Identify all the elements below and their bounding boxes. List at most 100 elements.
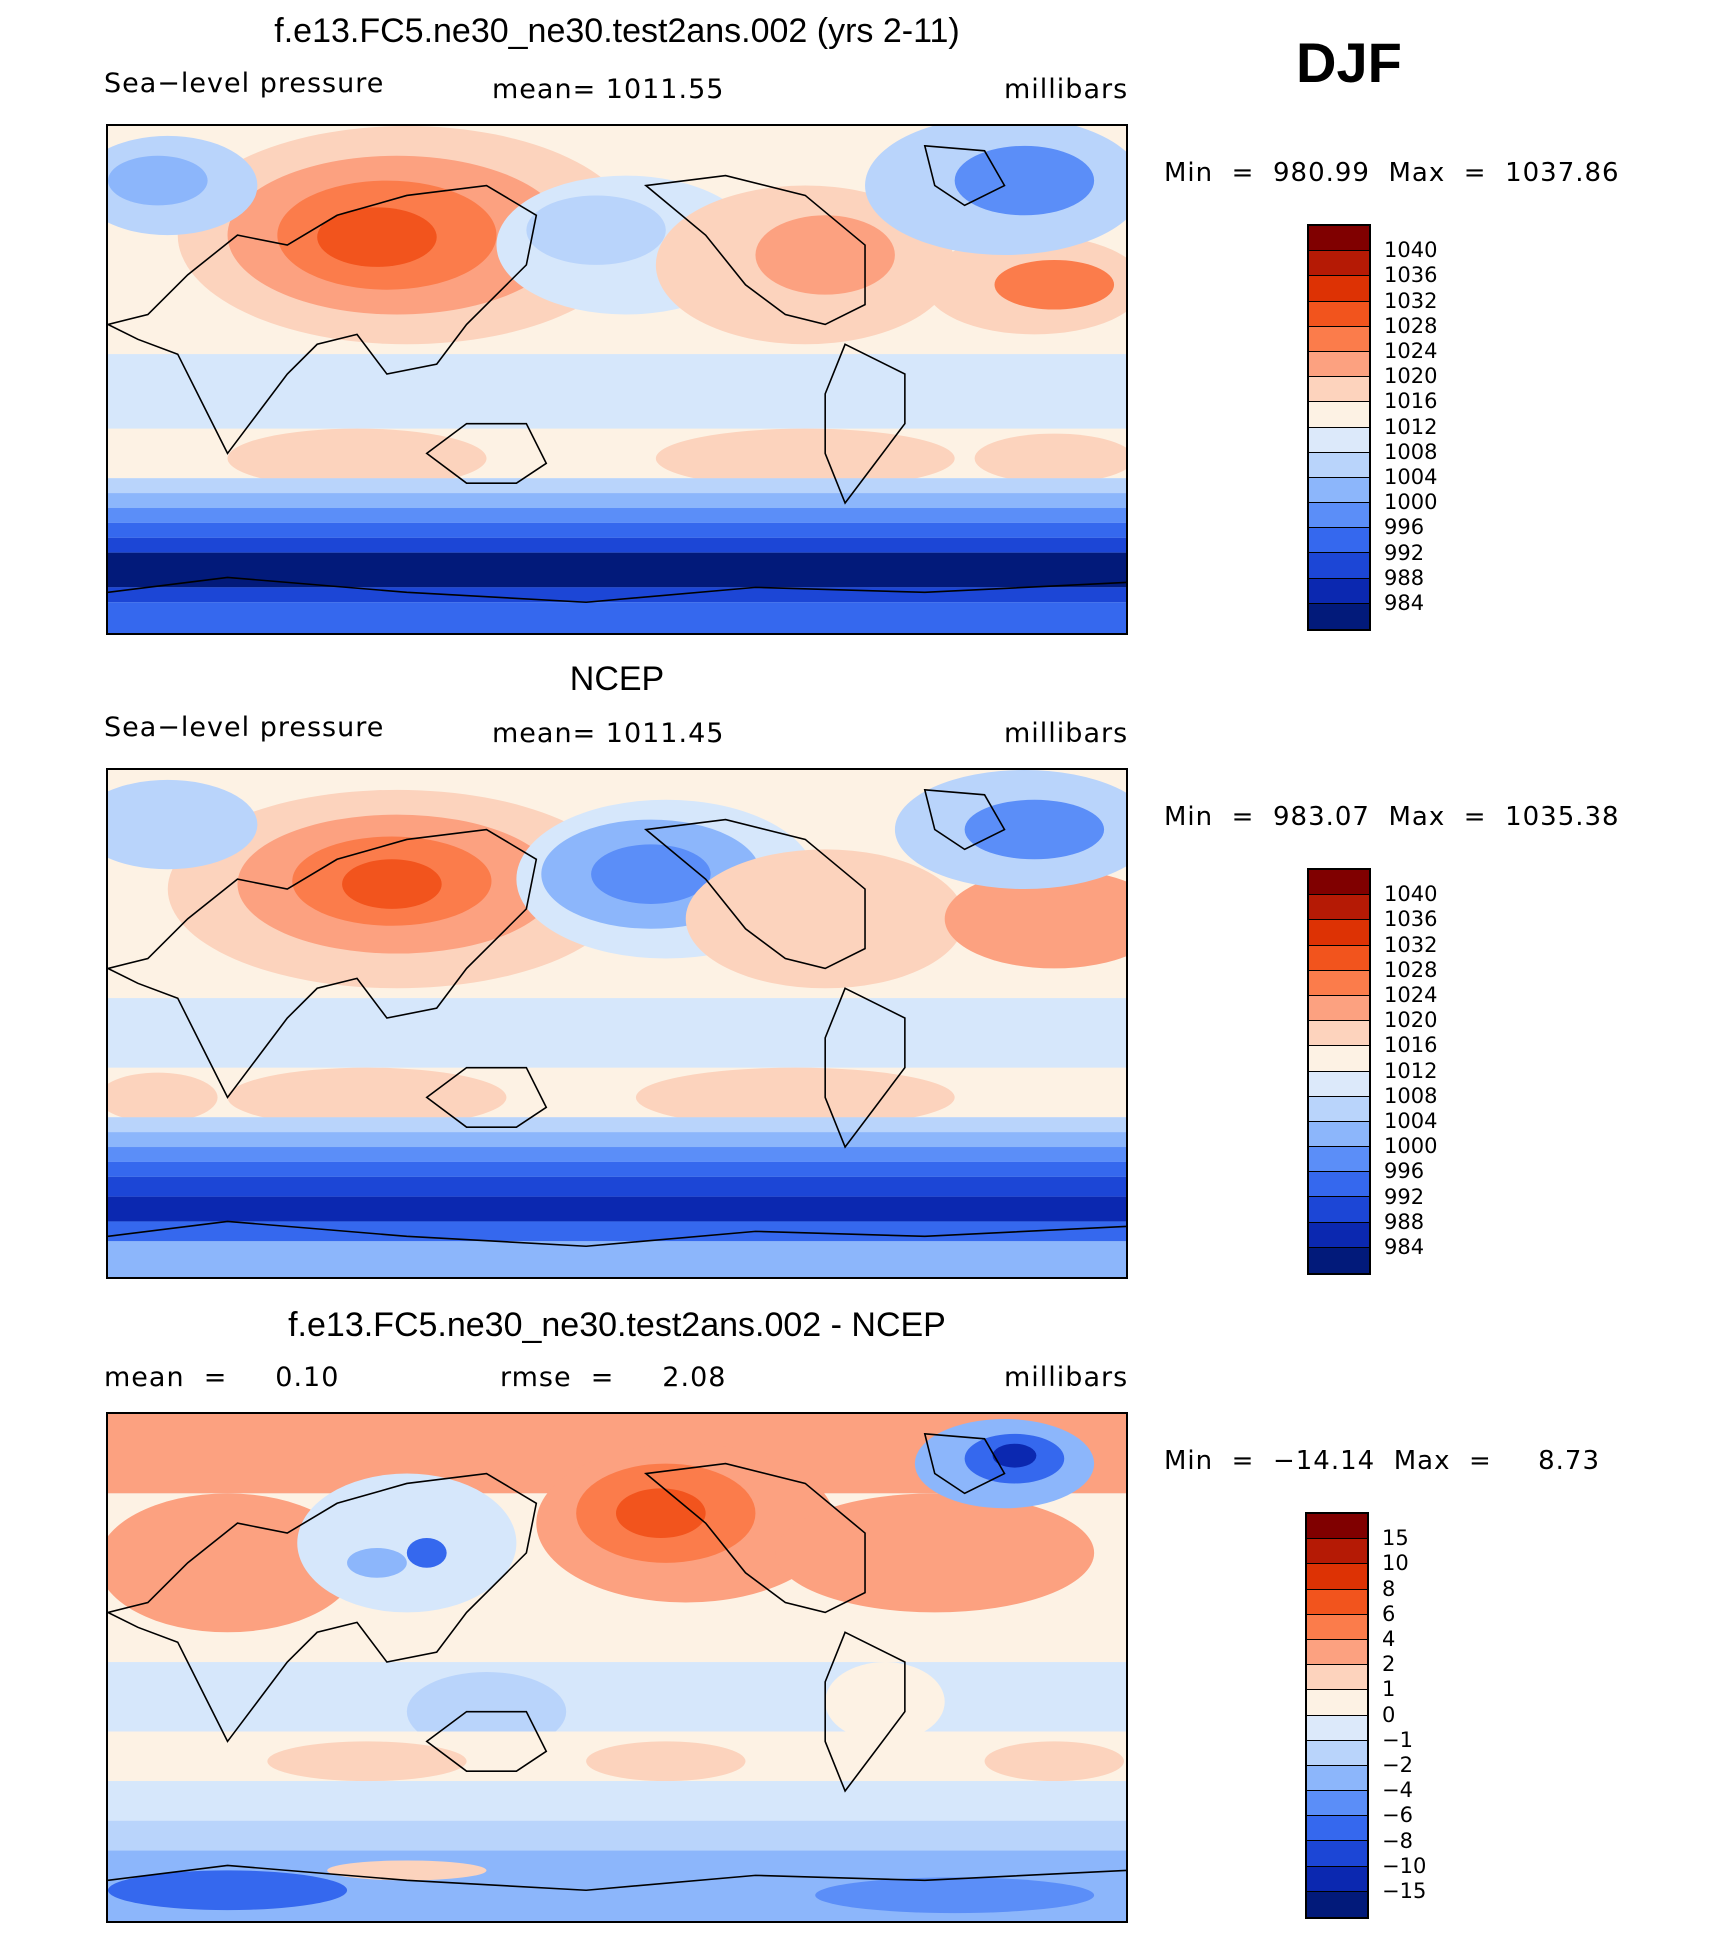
colorbar-swatch [1309, 870, 1369, 896]
colorbar-tick-label: 1012 [1384, 414, 1438, 439]
colorbar-swatch [1309, 920, 1369, 946]
colorbar-swatch [1309, 995, 1369, 1022]
panel-3-minmax: Min = −14.14 Max = 8.73 [1164, 1446, 1601, 1476]
colorbar-tick-label: 1028 [1384, 313, 1438, 338]
colorbar-tick-label: 1024 [1384, 983, 1438, 1007]
panel-3-colorbar [1305, 1512, 1369, 1919]
colorbar-tick-label: 988 [1384, 1209, 1425, 1234]
panel-1-units-label: millibars [1004, 74, 1129, 105]
colorbar-tick-label: 996 [1384, 515, 1425, 540]
colorbar-tick-label: −6 [1382, 1803, 1413, 1828]
colorbar-swatch [1309, 326, 1369, 352]
colorbar-tick-label: 1024 [1384, 339, 1438, 363]
colorbar-swatch [1307, 1891, 1367, 1917]
season-label: DJF [1296, 31, 1402, 94]
colorbar-swatch [1307, 1816, 1367, 1842]
colorbar-swatch [1309, 1046, 1369, 1072]
colorbar-tick-label: 1036 [1384, 263, 1438, 288]
colorbar-tick-label: 1008 [1384, 1083, 1438, 1108]
colorbar-swatch [1309, 578, 1369, 604]
colorbar-tick-label: 4 [1382, 1627, 1396, 1651]
panel-2-map-field [108, 770, 1126, 1277]
colorbar-swatch [1309, 553, 1369, 579]
colorbar-swatch [1309, 895, 1369, 921]
colorbar-swatch [1309, 1222, 1369, 1248]
colorbar-tick-label: 1016 [1384, 1033, 1438, 1058]
panel-1-title: f.e13.FC5.ne30_ne30.test2ans.002 (yrs 2-… [274, 12, 960, 50]
panel-2-title: NCEP [569, 660, 665, 698]
colorbar-swatch [1309, 503, 1369, 529]
panel-1-colorbar [1307, 224, 1371, 631]
colorbar-tick-label: 0 [1382, 1702, 1396, 1727]
colorbar-tick-label: −1 [1382, 1727, 1413, 1752]
colorbar-swatch [1309, 477, 1369, 504]
colorbar-swatch [1309, 970, 1369, 996]
colorbar-tick-label: 1040 [1384, 238, 1438, 263]
panel-2-variable-label: Sea−level pressure [104, 712, 385, 743]
colorbar-tick-label: −2 [1382, 1753, 1413, 1777]
colorbar-tick-label: 1000 [1384, 1134, 1438, 1159]
colorbar-tick-label: −4 [1382, 1778, 1413, 1803]
colorbar-swatch [1307, 1639, 1367, 1666]
colorbar-tick-label: 1020 [1384, 364, 1438, 389]
colorbar-tick-label: 1016 [1384, 389, 1438, 414]
colorbar-swatch [1309, 226, 1369, 252]
colorbar-swatch [1307, 1690, 1367, 1716]
colorbar-swatch [1309, 1096, 1369, 1122]
colorbar-tick-label: 984 [1384, 591, 1425, 615]
colorbar-swatch [1309, 1121, 1369, 1148]
colorbar-tick-label: 1 [1382, 1677, 1396, 1702]
panel-1-map [106, 124, 1128, 635]
colorbar-swatch [1309, 1147, 1369, 1173]
panel-1-mean-label: mean= 1011.55 [492, 74, 725, 105]
colorbar-swatch [1309, 351, 1369, 378]
colorbar-swatch [1307, 1765, 1367, 1792]
colorbar-tick-label: −8 [1382, 1828, 1413, 1853]
panel-1-minmax: Min = 980.99 Max = 1037.86 [1164, 158, 1620, 188]
panel-3-mean-label: mean = 0.10 [104, 1362, 340, 1393]
colorbar-tick-label: 10 [1382, 1551, 1409, 1576]
panel-2-colorbar [1307, 868, 1371, 1275]
colorbar-swatch [1309, 402, 1369, 428]
colorbar-tick-label: 1032 [1384, 288, 1438, 313]
colorbar-tick-label: 1040 [1384, 882, 1438, 907]
colorbar-tick-label: 1000 [1384, 490, 1438, 515]
colorbar-tick-label: 988 [1384, 565, 1425, 590]
panel-1-map-field [108, 126, 1126, 633]
colorbar-tick-label: 2 [1382, 1652, 1396, 1677]
colorbar-swatch [1307, 1614, 1367, 1640]
colorbar-tick-label: 1028 [1384, 957, 1438, 982]
colorbar-tick-label: 6 [1382, 1601, 1396, 1626]
colorbar-swatch [1309, 301, 1369, 327]
colorbar-tick-label: 1004 [1384, 1109, 1438, 1133]
colorbar-tick-label: −10 [1382, 1853, 1427, 1878]
colorbar-tick-label: 1008 [1384, 439, 1438, 464]
colorbar-tick-label: 996 [1384, 1159, 1425, 1184]
colorbar-swatch [1307, 1665, 1367, 1691]
colorbar-swatch [1309, 377, 1369, 403]
colorbar-tick-label: −15 [1382, 1879, 1427, 1903]
panel-3-title: f.e13.FC5.ne30_ne30.test2ans.002 - NCEP [288, 1306, 946, 1344]
colorbar-swatch [1307, 1564, 1367, 1590]
colorbar-swatch [1309, 1172, 1369, 1198]
colorbar-swatch [1307, 1866, 1367, 1892]
colorbar-swatch [1309, 1197, 1369, 1223]
panel-2-minmax: Min = 983.07 Max = 1035.38 [1164, 802, 1620, 832]
colorbar-swatch [1307, 1589, 1367, 1615]
colorbar-tick-label: 8 [1382, 1576, 1396, 1601]
panel-2-units-label: millibars [1004, 718, 1129, 749]
colorbar-swatch [1309, 1071, 1369, 1097]
panel-1-variable-label: Sea−level pressure [104, 68, 385, 99]
colorbar-swatch [1307, 1841, 1367, 1867]
colorbar-swatch [1309, 276, 1369, 302]
panel-2-mean-label: mean= 1011.45 [492, 718, 725, 749]
panel-3-rmse-label: rmse = 2.08 [500, 1362, 727, 1393]
panel-2-map [106, 768, 1128, 1279]
colorbar-swatch [1307, 1740, 1367, 1766]
colorbar-tick-label: 1012 [1384, 1058, 1438, 1083]
colorbar-tick-label: 984 [1384, 1235, 1425, 1259]
colorbar-tick-label: 1020 [1384, 1008, 1438, 1033]
colorbar-swatch [1309, 251, 1369, 277]
colorbar-tick-label: 1004 [1384, 465, 1438, 489]
colorbar-tick-label: 992 [1384, 1184, 1425, 1209]
